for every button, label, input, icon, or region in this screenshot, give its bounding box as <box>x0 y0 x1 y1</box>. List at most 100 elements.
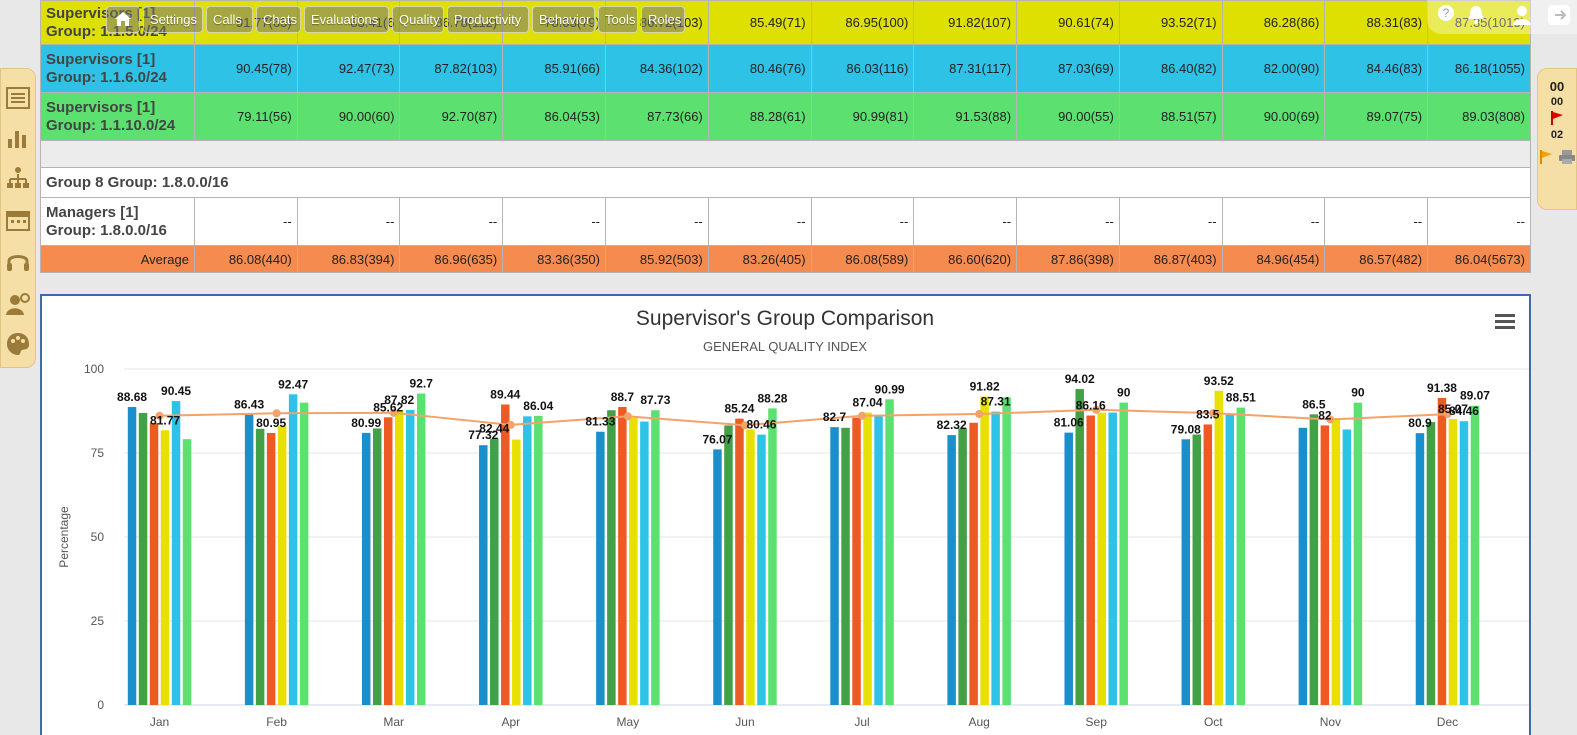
bar-mar-s1 <box>361 432 371 705</box>
table-cell: 87.31(117) <box>913 44 1018 93</box>
bar-apr-s5 <box>523 416 532 705</box>
nav-productivity-button[interactable]: Productivity <box>447 5 529 33</box>
bar-jun-s4 <box>746 429 755 705</box>
average-cell: 87.86(398) <box>1016 245 1120 273</box>
table-cell: -- <box>1118 197 1223 246</box>
bar-aug-s2 <box>958 428 967 705</box>
table-cell: -- <box>193 197 298 246</box>
calendar-icon[interactable] <box>5 207 31 233</box>
table-row-spacer <box>40 140 1531 168</box>
data-label: 87.04 <box>853 396 883 410</box>
home-button[interactable] <box>106 5 140 33</box>
average-cell: 83.26(405) <box>707 245 812 273</box>
bar-chart-icon[interactable] <box>5 125 31 151</box>
data-label: 87.82 <box>384 393 414 407</box>
bell-icon[interactable] <box>1465 4 1487 26</box>
bar-mar-s6 <box>416 393 426 705</box>
bar-jul-s4 <box>863 412 872 705</box>
table-cell: -- <box>605 197 709 246</box>
nav-quality-button[interactable]: Quality <box>392 5 444 33</box>
bar-apr-s3 <box>501 404 510 705</box>
bar-oct-s3 <box>1203 424 1213 705</box>
y-tick-label: 25 <box>91 614 105 628</box>
table-cell: 86.40(82) <box>1118 44 1223 93</box>
table-cell: 90.00(69) <box>1221 92 1326 141</box>
bar-may-s3 <box>618 406 627 705</box>
logout-icon[interactable] <box>1547 4 1573 26</box>
x-tick-label: May <box>617 715 640 729</box>
nav-chats-button[interactable]: Chats <box>256 5 301 33</box>
bar-feb-s5 <box>288 394 298 705</box>
nav-settings-button[interactable]: Settings <box>143 5 203 33</box>
palette-icon[interactable] <box>5 331 31 357</box>
data-label: 91.82 <box>970 379 1000 393</box>
table-cell: 92.47(73) <box>296 44 401 93</box>
nav-tools-button[interactable]: Tools <box>598 5 638 33</box>
y-tick-label: 50 <box>91 530 105 544</box>
bar-jul-s3 <box>852 417 861 705</box>
table-row-managers: Managers [1] Group: 1.8.0.0/16 -- -- -- -- -- -… <box>40 197 1531 246</box>
bar-may-s5 <box>640 421 649 705</box>
table-cell: 89.07(75) <box>1324 92 1429 141</box>
average-marker <box>1443 410 1452 419</box>
x-tick-label: Jul <box>854 715 869 729</box>
bar-jul-s1 <box>830 427 839 705</box>
average-marker <box>740 421 749 430</box>
user-icon[interactable] <box>1511 4 1533 26</box>
bar-jan-s4 <box>160 430 170 705</box>
x-tick-label: Aug <box>968 715 989 729</box>
table-cell: 87.03(69) <box>1016 44 1120 93</box>
bar-mar-s5 <box>405 409 415 705</box>
bar-nov-s4 <box>1331 418 1341 705</box>
nav-behavior-button[interactable]: Behavior <box>532 5 595 33</box>
table-cell: 88.28(61) <box>707 92 812 141</box>
data-label: 88.7 <box>611 390 635 404</box>
bar-sep-s5 <box>1108 412 1117 705</box>
orange-flag-icon[interactable] <box>1538 149 1554 165</box>
table-row-group-1-1-10: Supervisors [1] Group: 1.1.10.0/24 79.11(5… <box>40 92 1531 141</box>
bar-oct-s2 <box>1192 434 1202 705</box>
hierarchy-icon[interactable] <box>5 165 31 191</box>
data-label: 77.32 <box>468 428 498 442</box>
nav-evaluations-button[interactable]: Evaluations <box>304 5 389 33</box>
bar-sep-s2 <box>1075 389 1084 705</box>
home-icon <box>115 12 131 26</box>
nav-roles-button[interactable]: Roles <box>641 5 685 33</box>
row-label: Managers [1] Group: 1.8.0.0/16 <box>40 197 195 246</box>
svg-text:?: ? <box>1443 6 1450 20</box>
data-label: 81.77 <box>150 413 180 427</box>
data-label: 89.07 <box>1460 389 1490 403</box>
bar-mar-s3 <box>383 417 393 705</box>
table-row-group-1-1-6: Supervisors [1] Group: 1.1.6.0/24 90.45(78… <box>40 44 1531 93</box>
bar-nov-s1 <box>1298 427 1308 705</box>
headset-icon[interactable] <box>5 249 31 275</box>
table-cell: 88.31(83) <box>1324 0 1429 45</box>
data-label: 85.24 <box>724 402 754 416</box>
average-cell: 83.36(350) <box>502 245 606 273</box>
help-icon[interactable]: ? <box>1435 4 1457 26</box>
nav-calls-button[interactable]: Calls <box>206 5 253 33</box>
red-flag-icon[interactable] <box>1549 110 1565 126</box>
table-cell: 90.45(78) <box>193 44 298 93</box>
data-label: 81.06 <box>1054 416 1084 430</box>
table-cell: 86.18(1055) <box>1427 44 1531 93</box>
data-label: 80.95 <box>256 416 286 430</box>
quality-table: Supervisors [1]Group: 1.1.5.0/2491.77(65… <box>40 0 1531 273</box>
spacer-cell <box>40 140 1531 168</box>
bar-jan-s5 <box>171 401 181 705</box>
bar-feb-s3 <box>266 433 276 705</box>
table-cell: 80.46(76) <box>707 44 812 93</box>
printer-icon[interactable] <box>1558 149 1576 165</box>
table-cell: 87.82(103) <box>399 44 504 93</box>
bar-jun-s3 <box>735 418 744 705</box>
x-tick-label: Oct <box>1204 715 1223 729</box>
average-cell: 86.96(635) <box>399 245 504 273</box>
chart-menu-icon[interactable] <box>1495 314 1515 329</box>
agent-settings-icon[interactable] <box>5 291 31 317</box>
bar-nov-s2 <box>1309 414 1319 705</box>
data-label: 90 <box>1351 386 1365 400</box>
row-label-line: Group: 1.8.0.0/16 <box>46 221 167 239</box>
bar-may-s6 <box>651 410 660 705</box>
list-icon[interactable] <box>5 85 31 111</box>
data-label: 90.99 <box>875 382 905 396</box>
